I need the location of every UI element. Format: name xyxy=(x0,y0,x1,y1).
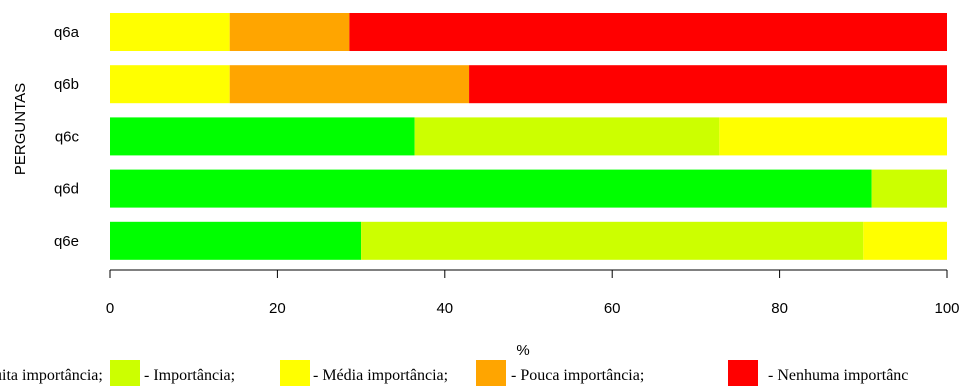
x-tick-label-20: 20 xyxy=(269,300,286,317)
legend: uita importância; - Importância; - Média… xyxy=(0,360,908,386)
y-tick-label-q6e: q6e xyxy=(54,233,79,250)
bar-segment-q6d-s0 xyxy=(110,169,872,208)
y-tick-label-q6c: q6c xyxy=(55,128,80,145)
bar-segment-q6c-s1 xyxy=(414,117,720,156)
y-tick-label-q6a: q6a xyxy=(54,24,80,41)
y-tick-labels: q6a q6b q6c q6d q6e xyxy=(54,24,80,250)
legend-label-4: - Nenhuma importânc xyxy=(768,367,908,384)
bar-segment-q6b-s2 xyxy=(110,65,230,104)
bars-group xyxy=(110,13,948,260)
x-axis-title: % xyxy=(516,342,529,359)
x-tick-label-80: 80 xyxy=(771,300,788,317)
y-tick-label-q6b: q6b xyxy=(54,76,79,93)
x-tick-label-100: 100 xyxy=(934,300,959,317)
x-tick-label-60: 60 xyxy=(604,300,621,317)
bar-segment-q6d-s1 xyxy=(871,169,947,208)
legend-swatch-1 xyxy=(110,360,140,386)
bar-segment-q6a-s4 xyxy=(349,13,948,51)
legend-label-0: uita importância; xyxy=(0,367,103,384)
y-axis-title: PERGUNTAS xyxy=(12,83,29,175)
bar-segment-q6a-s3 xyxy=(229,13,350,51)
bar-segment-q6e-s0 xyxy=(110,221,362,260)
bar-segment-q6e-s2 xyxy=(863,221,947,260)
legend-swatch-4 xyxy=(728,360,758,386)
legend-label-2: - Média importância; xyxy=(313,367,448,384)
bar-segment-q6b-s3 xyxy=(229,65,470,104)
bar-segment-q6b-s4 xyxy=(469,65,947,104)
x-tick-label-0: 0 xyxy=(106,300,114,317)
legend-label-1: - Importância; xyxy=(144,367,235,384)
bar-segment-q6e-s1 xyxy=(361,221,864,260)
legend-label-3: - Pouca importância; xyxy=(511,367,644,384)
x-axis: 0 20 40 60 80 100 xyxy=(106,269,960,317)
legend-swatch-3 xyxy=(476,360,506,386)
x-tick-label-40: 40 xyxy=(436,300,453,317)
bar-segment-q6c-s0 xyxy=(110,117,415,156)
bar-segment-q6a-s2 xyxy=(110,13,230,51)
y-tick-label-q6d: q6d xyxy=(54,181,79,198)
legend-swatch-2 xyxy=(280,360,310,386)
bar-segment-q6c-s2 xyxy=(719,117,947,156)
